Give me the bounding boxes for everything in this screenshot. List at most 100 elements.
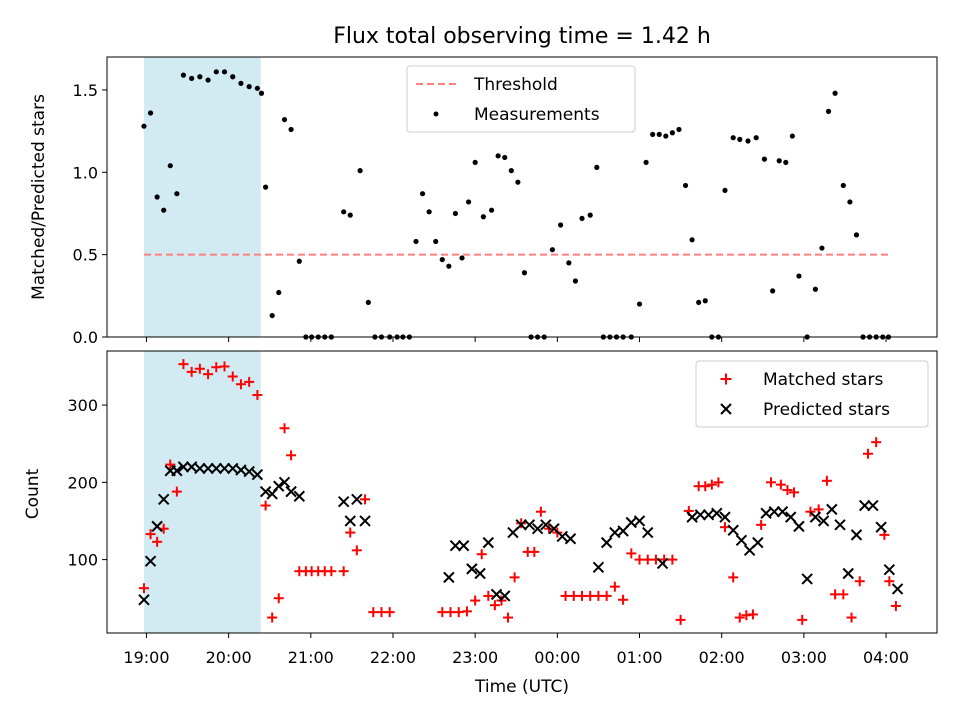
predicted-star-marker [719, 511, 731, 523]
top-legend-box [406, 65, 636, 133]
measurement-point [579, 215, 585, 222]
top-legend: Threshold Measurements [406, 65, 636, 133]
matched-star-marker [890, 600, 901, 611]
measurement-point [254, 85, 260, 91]
predicted-star-marker [564, 533, 577, 545]
measurement-point [722, 187, 728, 194]
predicted-star-marker [218, 462, 231, 475]
predicted-star-marker [466, 563, 478, 575]
matched-star-marker [516, 518, 527, 529]
measurement-point [472, 159, 478, 166]
measurement-point [288, 126, 294, 133]
matched-star-marker [138, 583, 149, 594]
bottom-y-tick-label: 200 [67, 473, 98, 492]
matched-star-marker [286, 450, 297, 461]
matched-star-marker [789, 487, 800, 498]
measurement-point [832, 90, 838, 96]
bottom-x-axis-ticks: 19:00 20:00 21:00 22:00 23:00 00:00 01:00 02:00… [123, 633, 909, 667]
measurement-point [205, 77, 211, 83]
x-tick-label: 23:00 [452, 648, 498, 667]
measurement-point [696, 299, 702, 306]
matched-star-marker [846, 612, 857, 623]
predicted-star-marker [801, 573, 813, 585]
matched-star-marker [609, 581, 620, 592]
measurement-point [643, 159, 649, 166]
measurement-point [508, 168, 514, 174]
top-panel: 0.0 0.5 1.0 1.5 Flux total observing time =… [29, 24, 938, 347]
predicted-star-marker [194, 462, 206, 475]
measurement-point [167, 163, 173, 169]
matched-star-marker [756, 519, 767, 530]
bottom-y-tick-label: 300 [67, 396, 98, 415]
measurement-point [566, 260, 572, 266]
bottom-panel: 100 200 300 19:00 20:00 21:00 22:00 23:00 00:00… [23, 350, 938, 697]
measurement-point [819, 245, 825, 251]
predicted-star-marker [785, 511, 797, 523]
matched-star-marker [675, 614, 686, 625]
predicted-star-marker [826, 503, 838, 516]
matched-star-marker [145, 529, 156, 540]
measurement-point [439, 256, 445, 263]
predicted-star-marker [858, 499, 871, 512]
predicted-star-marker [617, 525, 629, 537]
measurement-point [789, 133, 795, 139]
matched-star-marker [476, 549, 487, 560]
top-x-axis-ticks [145, 337, 887, 342]
matched-star-marker [821, 475, 832, 486]
predicted-star-marker [735, 534, 748, 546]
measurement-point [730, 135, 736, 141]
measurement-point [594, 164, 600, 170]
measurement-point [650, 131, 656, 138]
x-tick-label: 04:00 [863, 648, 909, 667]
measurement-point [502, 154, 508, 161]
matched-star-marker [667, 554, 678, 565]
matched-star-marker [384, 607, 395, 618]
measurement-point [825, 108, 832, 114]
predicted-star-marker [656, 557, 669, 570]
measurement-point [745, 138, 751, 144]
measurement-point [413, 238, 419, 245]
predicted-star-marker [151, 520, 163, 533]
measurement-point [587, 212, 593, 218]
matched-star-marker [747, 609, 758, 620]
predicted-star-marker [817, 515, 830, 527]
measurement-point [213, 69, 219, 75]
measurement-point [141, 123, 147, 129]
bottom-highlight-span [143, 351, 261, 633]
predicted-star-marker [752, 536, 764, 549]
top-y-tick-label: 1.0 [73, 163, 98, 182]
measurement-point [263, 184, 269, 190]
predicted-star-marker [642, 526, 654, 539]
measurement-point [521, 270, 528, 276]
measurement-point [230, 74, 236, 80]
predicted-star-marker [523, 519, 536, 531]
matched-star-marker [713, 477, 724, 488]
legend-threshold-label: Threshold [473, 75, 558, 95]
measurement-point [702, 298, 708, 304]
measurement-point [495, 153, 501, 159]
predicted-star-marker [359, 515, 371, 527]
measurement-point [558, 222, 564, 228]
measurement-point [549, 247, 556, 253]
measurement-point [154, 194, 160, 200]
measurement-point [221, 69, 228, 75]
predicted-star-marker [556, 530, 568, 543]
predicted-star-marker [138, 594, 150, 606]
predicted-star-marker [768, 505, 780, 518]
legend-measurements-label: Measurements [474, 105, 600, 125]
predicted-star-marker [515, 519, 527, 531]
measurement-point [676, 126, 682, 133]
x-axis-label: Time (UTC) [474, 677, 569, 697]
predicted-star-marker [251, 468, 264, 481]
measurement-point [197, 74, 203, 80]
matched-star-marker [326, 566, 337, 577]
bottom-legend: Matched stars Predicted stars [695, 360, 929, 428]
predicted-star-marker [202, 462, 214, 475]
predicted-star-marker [686, 511, 698, 523]
matched-star-marker [862, 448, 873, 459]
matched-star-marker [194, 363, 205, 374]
predicted-star-marker [210, 462, 223, 475]
measurement-point [246, 84, 252, 90]
predicted-star-marker [727, 524, 739, 536]
